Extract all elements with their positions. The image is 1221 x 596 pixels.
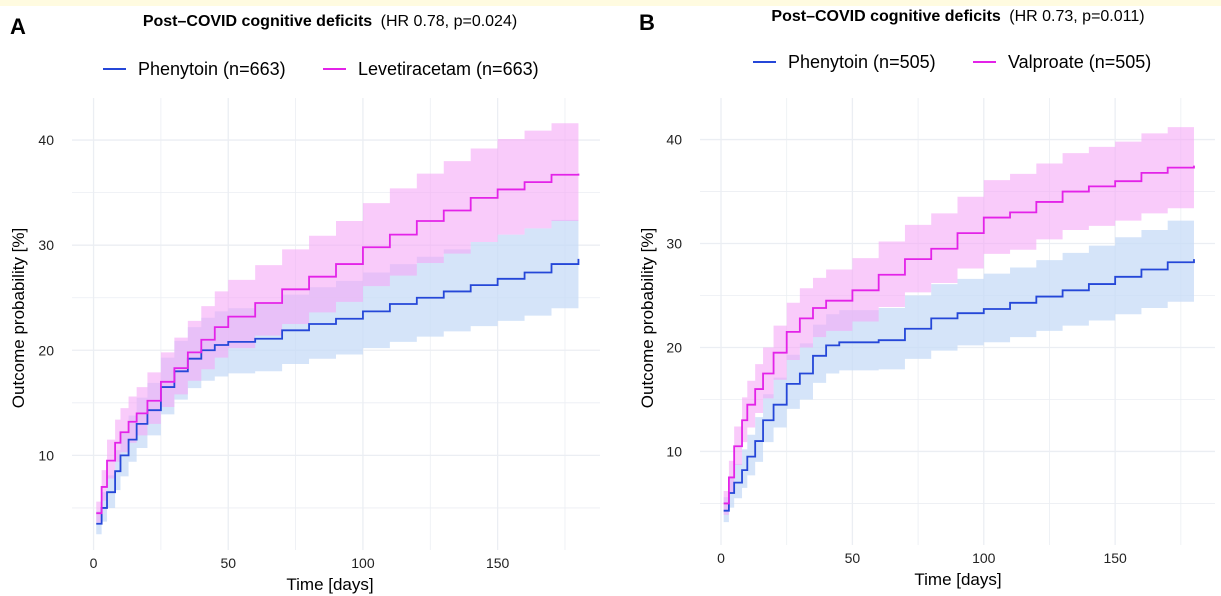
panel-a-y-tick-label: 40 bbox=[38, 132, 54, 148]
panel-a-y-tick-label: 20 bbox=[38, 342, 54, 358]
panel-b-plot-area: 0 50 100 150 10 20 30 40 bbox=[666, 98, 1215, 566]
panel-a-x-tick-label: 150 bbox=[486, 555, 510, 571]
panel-a-curve-comparator bbox=[96, 173, 580, 515]
panel-a-ci-band-comparator bbox=[96, 122, 579, 523]
panel-b-y-tick-label: 40 bbox=[666, 132, 682, 148]
panel-a-y-tick-label: 30 bbox=[38, 237, 54, 253]
panel-b-x-tick-label: 150 bbox=[1103, 550, 1127, 566]
legend-label-levetiracetam-a: Levetiracetam (n=663) bbox=[358, 59, 539, 79]
legend-label-phenytoin-b: Phenytoin (n=505) bbox=[788, 52, 936, 72]
panel-b-legend: Phenytoin (n=505) Valproate (n=505) bbox=[753, 52, 1151, 72]
panel-b-ci-band-phenytoin bbox=[723, 216, 1194, 523]
panel-a-x-axis-label: Time [days] bbox=[286, 575, 373, 594]
panel-a-curve-phenytoin bbox=[96, 258, 580, 525]
panel-a-x-tick-label: 0 bbox=[90, 555, 98, 571]
panel-a: A Post–COVID cognitive deficits (HR 0.78… bbox=[9, 13, 600, 594]
panel-a-title-main: Post–COVID cognitive deficits bbox=[143, 13, 372, 30]
panel-a-plot-area: 0 50 100 150 10 20 30 40 bbox=[38, 98, 600, 571]
panel-a-ci-band-phenytoin bbox=[96, 213, 579, 535]
panel-a-title: Post–COVID cognitive deficits (HR 0.78, … bbox=[143, 13, 517, 30]
top-highlight-strip bbox=[0, 0, 1221, 6]
legend-label-phenytoin-a: Phenytoin (n=663) bbox=[138, 59, 286, 79]
panel-b-y-tick-label: 10 bbox=[666, 443, 682, 459]
panel-b-x-tick-label: 50 bbox=[845, 550, 861, 566]
panel-a-y-tick-label: 10 bbox=[38, 447, 54, 463]
panel-b-title-main: Post–COVID cognitive deficits bbox=[771, 8, 1000, 25]
panel-b: B Post–COVID cognitive deficits (HR 0.73… bbox=[638, 8, 1215, 589]
panel-a-legend: Phenytoin (n=663) Levetiracetam (n=663) bbox=[103, 59, 539, 79]
panel-b-y-axis-label: Outcome probability [%] bbox=[638, 228, 657, 408]
panel-b-x-tick-label: 100 bbox=[972, 550, 996, 566]
panel-b-ci-band-comparator bbox=[723, 123, 1194, 515]
panel-b-title-stats: (HR 0.73, p=0.011) bbox=[1009, 8, 1144, 25]
panel-b-y-tick-label: 20 bbox=[666, 339, 682, 355]
panel-letter-b: B bbox=[639, 10, 655, 35]
panel-b-title: Post–COVID cognitive deficits (HR 0.73, … bbox=[771, 8, 1144, 25]
panel-b-y-tick-label: 30 bbox=[666, 236, 682, 252]
panel-a-title-stats: (HR 0.78, p=0.024) bbox=[381, 13, 518, 30]
panel-b-curve-phenytoin bbox=[723, 259, 1195, 512]
panel-a-x-tick-label: 50 bbox=[220, 555, 236, 571]
panel-a-x-tick-label: 100 bbox=[351, 555, 375, 571]
panel-a-y-axis-label: Outcome probability [%] bbox=[9, 228, 28, 408]
panel-b-x-axis-label: Time [days] bbox=[914, 570, 1001, 589]
panel-letter-a: A bbox=[10, 14, 26, 39]
panel-b-x-tick-label: 0 bbox=[717, 550, 725, 566]
legend-label-valproate-b: Valproate (n=505) bbox=[1008, 52, 1151, 72]
panel-b-curve-comparator bbox=[723, 165, 1195, 505]
